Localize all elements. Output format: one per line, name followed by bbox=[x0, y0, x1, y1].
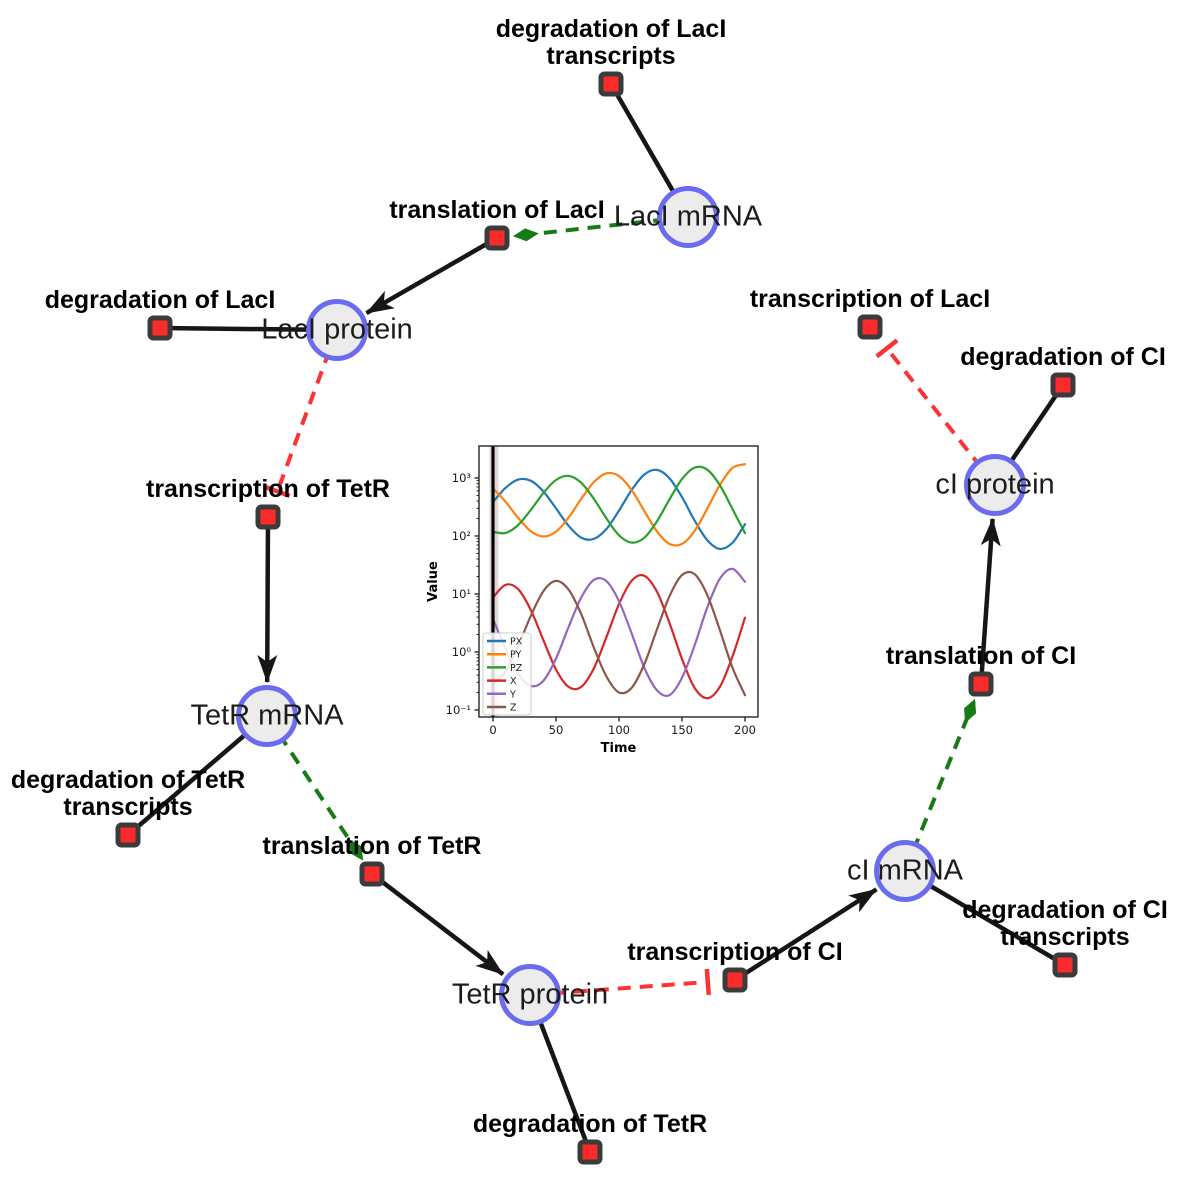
series-Y bbox=[491, 567, 747, 698]
y-tick-label: 10² bbox=[452, 529, 471, 543]
reaction-label-line: degradation of CI bbox=[960, 343, 1166, 371]
reaction-label-deg-tetr: degradation of TetR bbox=[473, 1111, 707, 1138]
reaction-label-transcription-ci: transcription of CI bbox=[627, 939, 842, 966]
reaction-node-deg-laci[interactable] bbox=[147, 315, 173, 341]
species-node-ci-protein[interactable] bbox=[964, 454, 1026, 516]
reaction-label-line: transcription of LacI bbox=[749, 285, 991, 313]
reaction-label-line: degradation of LacI bbox=[495, 15, 727, 43]
edge-product-ci-protein-translation-ci[interactable] bbox=[978, 517, 1001, 685]
species-label-laci-mrna: LacI mRNA bbox=[613, 200, 763, 233]
legend-entry-X: X bbox=[510, 676, 517, 687]
reaction-label-deg-laci-transcripts: degradation of LacI transcripts bbox=[496, 16, 727, 70]
reaction-node-deg-ci[interactable] bbox=[1050, 372, 1076, 398]
reaction-node-translation-tetr[interactable] bbox=[359, 861, 385, 887]
reaction-node-deg-ci-transcripts[interactable] bbox=[1052, 952, 1078, 978]
legend-entry-PY: PY bbox=[510, 650, 522, 661]
species-label-laci-protein: LacI protein bbox=[261, 313, 413, 346]
x-tick-label: 0 bbox=[489, 723, 496, 737]
reaction-label-line: transcription of CI bbox=[627, 938, 843, 966]
reaction-node-translation-ci[interactable] bbox=[968, 671, 994, 697]
species-node-laci-protein[interactable] bbox=[306, 299, 368, 361]
series-X bbox=[491, 574, 747, 700]
reaction-label-transcription-laci: transcription of LacI bbox=[750, 286, 990, 313]
x-tick-label: 200 bbox=[734, 723, 756, 737]
reaction-label-line: translation of LacI bbox=[389, 196, 605, 224]
x-axis-label: Time bbox=[601, 741, 637, 756]
reaction-label-line: degradation of CI bbox=[962, 896, 1168, 924]
reaction-node-deg-tetr[interactable] bbox=[577, 1139, 603, 1165]
y-axis-label: Value bbox=[426, 561, 441, 602]
series-Z bbox=[491, 570, 747, 697]
series-PX bbox=[491, 468, 747, 551]
reaction-label-line: transcripts bbox=[63, 793, 193, 821]
reaction-label-line: degradation of TetR bbox=[472, 1110, 708, 1138]
reaction-label-translation-ci: translation of CI bbox=[886, 643, 1076, 670]
y-tick-label: 10⁰ bbox=[452, 645, 472, 659]
legend-entry-PX: PX bbox=[510, 637, 523, 648]
species-node-tetr-mrna[interactable] bbox=[236, 685, 298, 747]
reaction-label-deg-tetr-transcripts: degradation of TetR transcripts bbox=[11, 767, 245, 821]
reaction-label-deg-ci-transcripts: degradation of CI transcripts bbox=[962, 897, 1168, 951]
x-tick-label: 50 bbox=[549, 723, 564, 737]
series-PY bbox=[491, 463, 747, 547]
species-node-ci-mrna[interactable] bbox=[874, 840, 936, 902]
reaction-label-line: degradation of LacI bbox=[44, 286, 276, 314]
x-tick-label: 100 bbox=[608, 723, 630, 737]
legend-entry-Y: Y bbox=[509, 689, 516, 700]
reaction-label-line: translation of CI bbox=[885, 642, 1077, 670]
reaction-node-transcription-tetr[interactable] bbox=[255, 504, 281, 530]
y-tick-label: 10¹ bbox=[452, 587, 471, 601]
y-tick-label: 10⁻¹ bbox=[446, 703, 471, 717]
reaction-label-deg-laci: degradation of LacI bbox=[45, 287, 276, 314]
reaction-label-line: degradation of TetR bbox=[10, 766, 246, 794]
legend-entry-Z: Z bbox=[510, 703, 517, 714]
edge-product-laci-protein-translation-laci[interactable] bbox=[365, 236, 499, 316]
species-node-laci-mrna[interactable] bbox=[657, 186, 719, 248]
reaction-label-translation-tetr: translation of TetR bbox=[263, 833, 482, 860]
species-label-ci-mrna: cI mRNA bbox=[847, 854, 963, 887]
edge-product-ci-mrna-transcription-ci[interactable] bbox=[733, 887, 878, 982]
reaction-label-translation-laci: translation of LacI bbox=[389, 197, 604, 224]
edge-product-tetr-mrna-transcription-tetr[interactable] bbox=[257, 516, 278, 684]
species-label-tetr-protein: TetR protein bbox=[451, 978, 609, 1011]
reaction-node-translation-laci[interactable] bbox=[484, 225, 510, 251]
species-label-tetr-mrna: TetR mRNA bbox=[190, 699, 344, 732]
reaction-label-line: transcription of TetR bbox=[146, 475, 390, 503]
series-PZ bbox=[491, 465, 747, 544]
reaction-node-deg-tetr-transcripts[interactable] bbox=[115, 822, 141, 848]
reaction-label-line: transcripts bbox=[1000, 923, 1130, 951]
reaction-label-deg-ci: degradation of CI bbox=[960, 344, 1166, 371]
reaction-label-line: translation of TetR bbox=[262, 832, 482, 860]
reaction-node-deg-laci-transcripts[interactable] bbox=[598, 71, 624, 97]
species-label-ci-protein: cI protein bbox=[935, 468, 1055, 501]
species-node-tetr-protein[interactable] bbox=[499, 964, 561, 1026]
legend: PX PY PZ XYZ bbox=[482, 632, 532, 716]
inset-plot-svg: 0 50 100 150 20010⁻¹10⁰10¹10²10³TimeValuePXP… bbox=[424, 428, 776, 766]
x-tick-label: 150 bbox=[671, 723, 693, 737]
edge-product-tetr-protein-translation-tetr[interactable] bbox=[370, 872, 505, 977]
inset-plot: 0 50 100 150 200 10⁻¹ 10⁰ 10¹ 10² 10³ Time Value PX P… bbox=[424, 428, 776, 766]
legend-entry-PZ: PZ bbox=[510, 663, 523, 674]
reaction-node-transcription-laci[interactable] bbox=[857, 314, 883, 340]
reaction-label-line: transcripts bbox=[546, 42, 676, 70]
y-tick-label: 10³ bbox=[452, 471, 472, 485]
reaction-node-transcription-ci[interactable] bbox=[722, 967, 748, 993]
reaction-label-transcription-tetr: transcription of TetR bbox=[146, 476, 390, 503]
